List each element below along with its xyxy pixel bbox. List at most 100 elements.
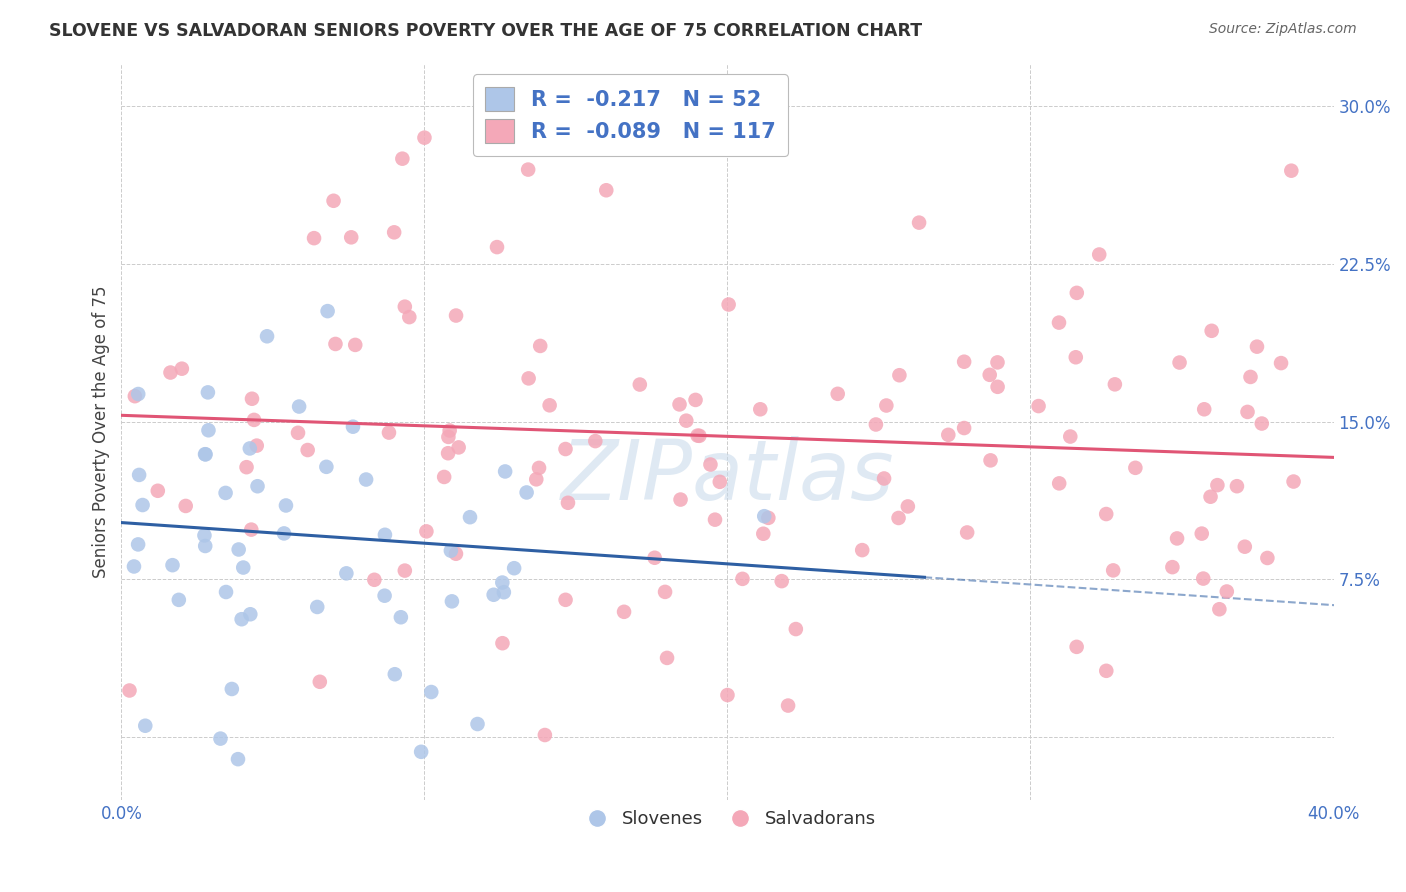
Point [686, 428, 709, 442]
Point [1208, 602, 1230, 616]
Point [228, 542, 250, 557]
Point [308, 674, 330, 689]
Point [583, 434, 606, 449]
Point [194, 447, 217, 461]
Point [411, 745, 433, 759]
Point [554, 442, 576, 456]
Point [1246, 340, 1268, 354]
Point [1059, 429, 1081, 443]
Point [1206, 478, 1229, 492]
Point [505, 110, 527, 124]
Point [1250, 417, 1272, 431]
Point [827, 387, 849, 401]
Point [987, 380, 1010, 394]
Point [485, 240, 508, 254]
Point [628, 377, 651, 392]
Point [215, 585, 238, 599]
Point [688, 429, 710, 443]
Point [1161, 560, 1184, 574]
Point [239, 607, 262, 622]
Point [685, 392, 707, 407]
Point [953, 355, 976, 369]
Point [1095, 507, 1118, 521]
Point [170, 361, 193, 376]
Text: ZIPatlas: ZIPatlas [561, 436, 894, 516]
Point [524, 472, 547, 486]
Point [1199, 490, 1222, 504]
Point [232, 560, 254, 574]
Point [344, 338, 367, 352]
Point [704, 513, 727, 527]
Point [240, 523, 263, 537]
Point [316, 304, 339, 318]
Point [239, 442, 262, 456]
Point [754, 509, 776, 524]
Point [246, 439, 269, 453]
Point [273, 526, 295, 541]
Point [335, 566, 357, 581]
Point [322, 194, 344, 208]
Point [413, 130, 436, 145]
Point [1279, 163, 1302, 178]
Point [482, 588, 505, 602]
Point [209, 731, 232, 746]
Point [1270, 356, 1292, 370]
Point [389, 610, 412, 624]
Point [1168, 355, 1191, 369]
Point [716, 688, 738, 702]
Point [668, 397, 690, 411]
Point [953, 421, 976, 435]
Point [554, 592, 576, 607]
Point [124, 389, 146, 403]
Point [374, 589, 396, 603]
Point [420, 685, 443, 699]
Point [354, 473, 377, 487]
Point [374, 528, 396, 542]
Point [440, 594, 463, 608]
Point [1233, 540, 1256, 554]
Point [529, 339, 551, 353]
Y-axis label: Seniors Poverty Over the Age of 75: Seniors Poverty Over the Age of 75 [93, 286, 110, 578]
Point [956, 525, 979, 540]
Point [1125, 460, 1147, 475]
Point [1236, 405, 1258, 419]
Point [756, 511, 779, 525]
Point [655, 651, 678, 665]
Point [875, 399, 897, 413]
Point [865, 417, 887, 432]
Point [1047, 476, 1070, 491]
Point [415, 524, 437, 539]
Point [127, 387, 149, 401]
Point [1102, 563, 1125, 577]
Point [887, 511, 910, 525]
Point [256, 329, 278, 343]
Point [146, 483, 169, 498]
Point [302, 231, 325, 245]
Point [1239, 370, 1261, 384]
Point [709, 475, 731, 489]
Text: SLOVENE VS SALVADORAN SENIORS POVERTY OVER THE AGE OF 75 CORRELATION CHART: SLOVENE VS SALVADORAN SENIORS POVERTY OV… [49, 22, 922, 40]
Point [342, 419, 364, 434]
Point [226, 752, 249, 766]
Point [491, 636, 513, 650]
Point [534, 728, 557, 742]
Point [986, 355, 1008, 369]
Point [1226, 479, 1249, 493]
Point [752, 526, 775, 541]
Point [851, 543, 873, 558]
Point [1201, 324, 1223, 338]
Point [1066, 285, 1088, 300]
Point [557, 496, 579, 510]
Point [128, 467, 150, 482]
Point [288, 400, 311, 414]
Point [398, 310, 420, 324]
Point [467, 717, 489, 731]
Point [1192, 402, 1215, 417]
Point [1282, 475, 1305, 489]
Point [214, 486, 236, 500]
Point [325, 337, 347, 351]
Point [287, 425, 309, 440]
Point [363, 573, 385, 587]
Point [382, 225, 405, 239]
Point [235, 460, 257, 475]
